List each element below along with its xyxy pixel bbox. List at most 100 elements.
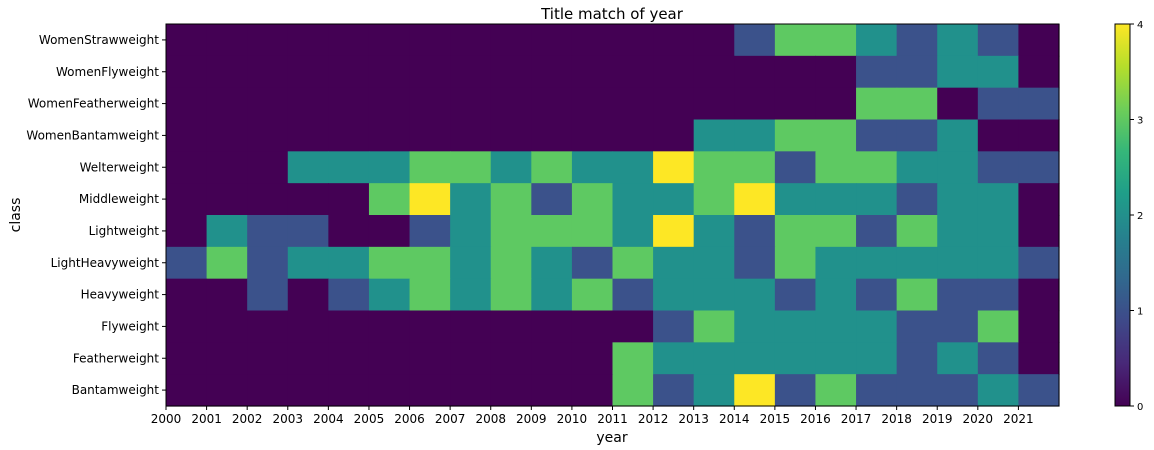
heatmap-cell <box>856 55 898 89</box>
heatmap-cell <box>571 119 614 152</box>
heatmap-cell <box>977 246 1020 280</box>
y-tick-label: Middleweight <box>79 192 159 206</box>
heatmap-cell <box>571 87 614 121</box>
x-tick-label: 2013 <box>678 412 709 426</box>
heatmap-cell <box>896 246 938 280</box>
heatmap-cell <box>490 310 532 343</box>
heatmap-cell <box>815 310 857 343</box>
heatmap-cell <box>166 342 208 375</box>
heatmap-cell <box>490 374 532 407</box>
x-tick-label: 2018 <box>881 412 912 426</box>
heatmap-cell <box>409 278 451 312</box>
heatmap-cell <box>287 87 329 121</box>
heatmap-cell <box>531 374 573 407</box>
x-tick-label: 2004 <box>313 412 344 426</box>
heatmap-cell <box>653 215 695 248</box>
heatmap-cell <box>1018 374 1060 407</box>
heatmap-cell <box>571 342 614 375</box>
heatmap-cell <box>368 183 411 216</box>
heatmap-cell <box>450 183 492 216</box>
heatmap-cell <box>856 24 898 57</box>
heatmap-cell <box>328 310 370 343</box>
heatmap-cell <box>571 24 614 57</box>
heatmap-cell <box>571 246 614 280</box>
heatmap-cell <box>450 246 492 280</box>
heatmap-cell <box>856 183 898 216</box>
heatmap-cell <box>409 151 451 184</box>
heatmap-cell <box>490 55 532 89</box>
heatmap-cell <box>653 342 695 375</box>
heatmap-cell <box>612 24 654 57</box>
heatmap-cell <box>653 55 695 89</box>
heatmap-cell <box>490 24 532 57</box>
x-tick-label: 2006 <box>394 412 425 426</box>
heatmap-cell <box>450 87 492 121</box>
heatmap-cell <box>287 215 329 248</box>
heatmap-cell <box>653 87 695 121</box>
heatmap-cell <box>653 246 695 280</box>
heatmap-cell <box>247 87 289 121</box>
heatmap-cell <box>937 374 979 407</box>
heatmap-cell <box>571 278 614 312</box>
heatmap-cell <box>206 55 248 89</box>
heatmap-cell <box>328 55 370 89</box>
heatmap-cell <box>328 215 370 248</box>
heatmap-cell <box>206 24 248 57</box>
heatmap-cell <box>490 119 532 152</box>
heatmap-cell <box>774 215 817 248</box>
heatmap-cell <box>937 55 979 89</box>
heatmap-cell <box>571 215 614 248</box>
y-tick-label: WomenBantamweight <box>26 128 159 142</box>
x-tick-label: 2005 <box>354 412 385 426</box>
heatmap-cell <box>490 87 532 121</box>
heatmap-cell <box>693 374 735 407</box>
heatmap-cell <box>531 278 573 312</box>
heatmap-cell <box>287 246 329 280</box>
heatmap-cell <box>977 342 1020 375</box>
y-axis-label: class <box>8 198 24 233</box>
heatmap-cell <box>977 55 1020 89</box>
y-tick-label: Flyweight <box>101 319 159 333</box>
y-tick-label: LightHeavyweight <box>51 256 160 270</box>
x-tick-label: 2016 <box>800 412 831 426</box>
heatmap-cell <box>856 87 898 121</box>
heatmap-cell <box>166 119 208 152</box>
heatmap-cell <box>450 342 492 375</box>
heatmap-cell <box>450 119 492 152</box>
heatmap-cell <box>734 310 776 343</box>
heatmap-cell <box>368 278 411 312</box>
heatmap-cell <box>653 119 695 152</box>
heatmap-cell <box>612 119 654 152</box>
heatmap-cell <box>206 119 248 152</box>
heatmap-cell <box>774 119 817 152</box>
colorbar-tick-label: 1 <box>1137 307 1143 318</box>
heatmap-cell <box>450 24 492 57</box>
heatmap-cell <box>693 119 735 152</box>
heatmap-cell <box>166 278 208 312</box>
heatmap-cell <box>774 24 817 57</box>
heatmap-cell <box>531 183 573 216</box>
heatmap-cell <box>368 246 411 280</box>
heatmap-cell <box>287 342 329 375</box>
heatmap-cell <box>856 374 898 407</box>
heatmap-cell <box>815 183 857 216</box>
heatmap-cell <box>531 310 573 343</box>
heatmap-cell <box>450 374 492 407</box>
colorbar-tick-label: 0 <box>1137 402 1143 413</box>
heatmap-cell <box>490 183 532 216</box>
colorbar-tick-label: 4 <box>1137 20 1143 31</box>
x-tick-label: 2000 <box>151 412 182 426</box>
heatmap-cell <box>774 342 817 375</box>
x-tick-label: 2017 <box>841 412 872 426</box>
x-axis-label: year <box>596 430 627 446</box>
heatmap-cell <box>409 374 451 407</box>
heatmap-cell <box>1018 246 1060 280</box>
heatmap-cell <box>328 87 370 121</box>
heatmap-cell <box>734 151 776 184</box>
x-tick-label: 2015 <box>760 412 791 426</box>
heatmap-cell <box>287 278 329 312</box>
heatmap-cell <box>937 183 979 216</box>
heatmap-cell <box>368 215 411 248</box>
heatmap-cell <box>328 119 370 152</box>
heatmap-cell <box>693 215 735 248</box>
